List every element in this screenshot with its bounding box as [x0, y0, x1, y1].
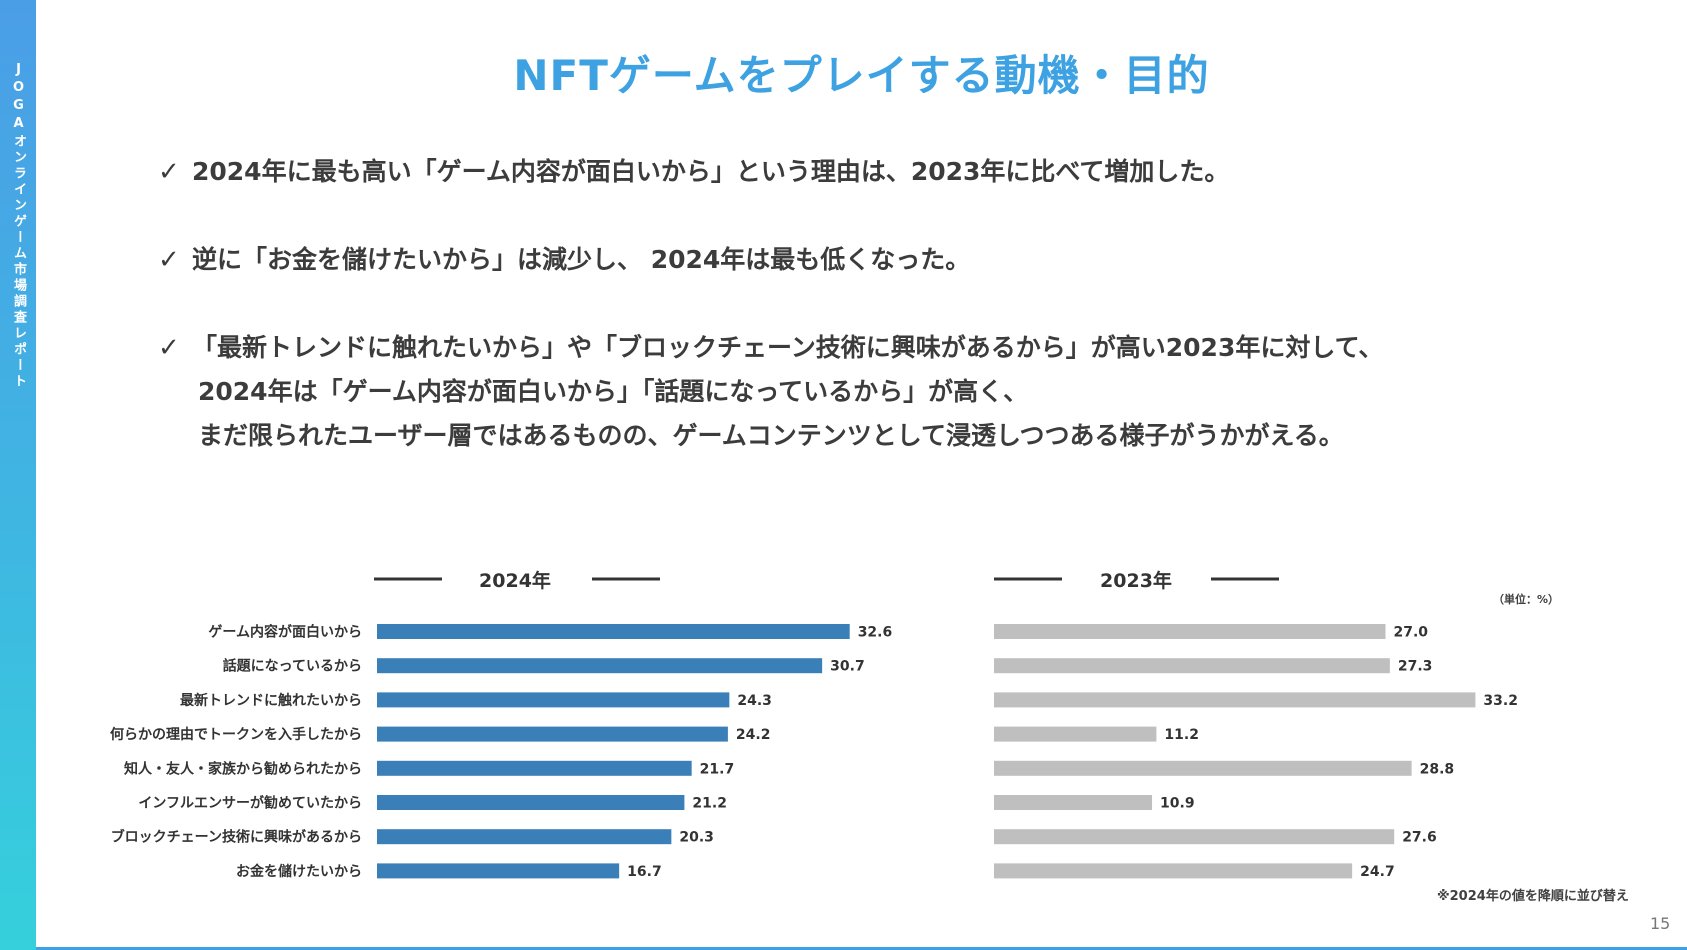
bar-2024 — [377, 760, 692, 776]
sidebar: JOGAオンラインゲーム市場調査レポート — [0, 0, 36, 950]
data-label: 21.7 — [700, 761, 735, 777]
bullet-text: 「最新トレンドに触れたいから」や「ブロックチェーン技術に興味があるから」が高い2… — [192, 333, 1384, 362]
category-label: 話題になっているから — [223, 658, 362, 675]
bar-2024 — [377, 829, 672, 845]
check-icon: ✓ — [158, 333, 180, 363]
data-label: 27.6 — [1402, 830, 1437, 846]
check-icon: ✓ — [158, 157, 180, 187]
category-label: お金を儲けたいから — [236, 863, 362, 880]
bar-2023 — [994, 795, 1153, 810]
sidebar-label: JOGAオンラインゲーム市場調査レポート — [11, 62, 26, 390]
bullet-item: ✓ 「最新トレンドに触れたいから」や「ブロックチェーン技術に興味があるから」が高… — [158, 326, 1383, 458]
bar-2024 — [377, 726, 728, 742]
bar-2023 — [994, 658, 1390, 674]
check-icon: ✓ — [158, 245, 180, 275]
unit-label: （単位：%） — [1493, 593, 1560, 606]
bullet-item: ✓ 2024年に最も高い「ゲーム内容が面白いから」という理由は、2023年に比べ… — [158, 150, 1229, 194]
page-title: NFTゲームをプレイする動機・目的 — [513, 51, 1210, 100]
data-label: 16.7 — [627, 864, 662, 880]
data-label: 33.2 — [1483, 693, 1518, 709]
data-label: 32.6 — [858, 625, 893, 641]
category-label: 最新トレンドに触れたいから — [180, 692, 362, 709]
category-label: 何らかの理由でトークンを入手したから — [110, 726, 362, 743]
data-label: 24.7 — [1360, 864, 1395, 880]
category-label: インフルエンサーが勧めていたから — [138, 795, 362, 812]
data-label: 24.2 — [736, 727, 771, 743]
bottom-divider — [36, 947, 1687, 950]
bar-2024 — [377, 624, 850, 639]
bar-2024 — [377, 658, 823, 674]
bar-2023 — [994, 624, 1386, 639]
bar-chart: ゲーム内容が面白いから話題になっているから最新トレンドに触れたいから何らかの理由… — [110, 569, 1518, 880]
data-label: 20.3 — [679, 830, 714, 846]
bullet-item: ✓ 逆に「お金を儲けたいから」は減少し、 2024年は最も低くなった。 — [158, 238, 970, 282]
bar-2024 — [377, 692, 730, 708]
bullet-text: まだ限られたユーザー層ではあるものの、ゲームコンテンツとして浸透しつつある様子が… — [198, 421, 1344, 450]
bullet-text: 逆に「お金を儲けたいから」は減少し、 2024年は最も低くなった。 — [192, 245, 971, 274]
bar-2023 — [994, 863, 1353, 879]
category-label: ゲーム内容が面白いから — [208, 624, 362, 641]
bar-2024 — [377, 863, 620, 879]
bar-2023 — [994, 692, 1476, 708]
data-label: 27.3 — [1398, 659, 1433, 675]
bullet-text: 2024年に最も高い「ゲーム内容が面白いから」という理由は、2023年に比べて増… — [192, 157, 1230, 186]
page-number: 15 — [1650, 914, 1671, 933]
data-label: 21.2 — [692, 796, 727, 812]
data-label: 27.0 — [1394, 625, 1429, 641]
bullet-text: 2024年は「ゲーム内容が面白いから」「話題になっているから」が高く、 — [198, 377, 1029, 406]
category-label: ブロックチェーン技術に興味があるから — [111, 829, 362, 846]
data-label: 28.8 — [1420, 761, 1455, 777]
data-label: 24.3 — [737, 693, 772, 709]
data-label: 10.9 — [1160, 796, 1195, 812]
category-label: 知人・友人・家族から勧められたから — [124, 760, 362, 777]
bar-2024 — [377, 795, 685, 810]
data-label: 30.7 — [830, 659, 865, 675]
data-label: 11.2 — [1164, 727, 1199, 743]
footnote: ※2024年の値を降順に並び替え — [1437, 889, 1629, 904]
bar-2023 — [994, 760, 1412, 776]
bar-2023 — [994, 829, 1395, 845]
series-label: 2023年 — [1100, 569, 1172, 592]
series-label: 2024年 — [479, 569, 551, 592]
bar-2023 — [994, 726, 1157, 742]
